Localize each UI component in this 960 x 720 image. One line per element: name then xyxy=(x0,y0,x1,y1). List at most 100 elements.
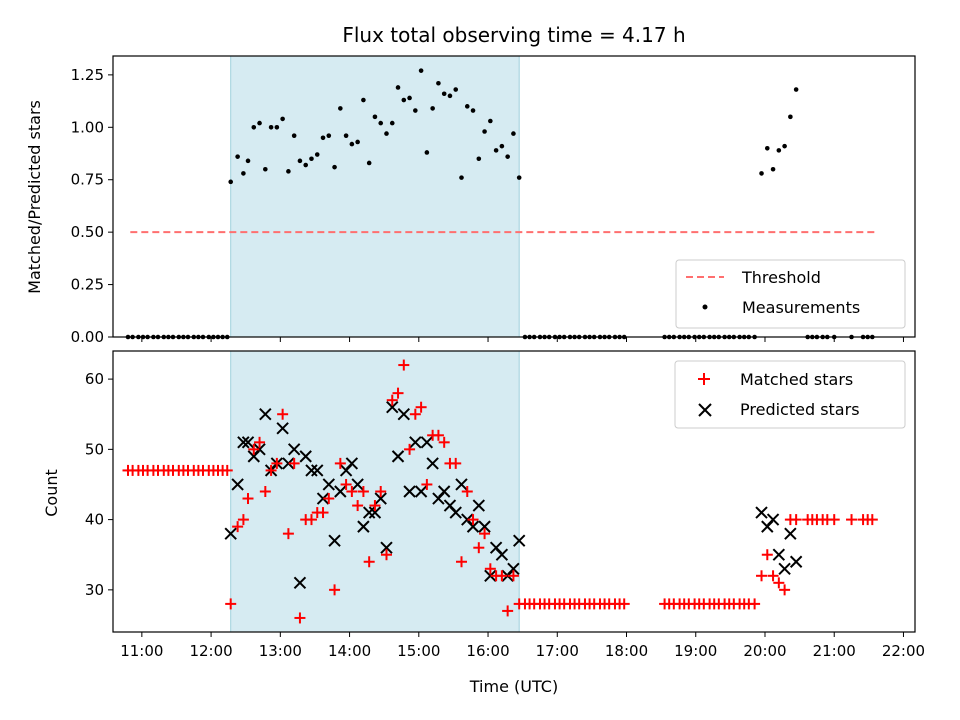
measurement-point xyxy=(366,160,372,166)
predicted-star-point xyxy=(253,443,266,456)
measurement-points xyxy=(125,68,875,340)
x-tick-label: 19:00 xyxy=(674,642,717,660)
top-panel: 0.00 0.25 0.50 0.75 1.00 1.25 Flux total obse… xyxy=(25,23,916,346)
matched-star-point xyxy=(294,612,306,624)
measurement-point xyxy=(274,124,280,130)
x-tick-label: 21:00 xyxy=(813,642,856,660)
matched-star-point xyxy=(329,584,341,596)
predicted-star-point xyxy=(772,548,786,561)
x-tick-label: 20:00 xyxy=(743,642,786,660)
predicted-star-point xyxy=(414,485,428,498)
measurement-point xyxy=(430,106,435,111)
measurement-point xyxy=(482,129,487,134)
bottom-y-tick-label: 60 xyxy=(85,370,104,388)
measurement-point xyxy=(241,171,246,176)
matched-star-point xyxy=(248,443,260,455)
measurement-point xyxy=(263,166,268,172)
matched-star-point xyxy=(404,443,416,455)
measurement-point xyxy=(338,106,343,111)
matched-star-point xyxy=(225,598,237,610)
predicted-star-point xyxy=(316,492,330,505)
measurement-point xyxy=(384,131,389,136)
measurement-point xyxy=(441,91,447,97)
measurement-point xyxy=(280,116,285,122)
matched-star-point xyxy=(496,570,508,582)
predicted-star-point xyxy=(351,478,364,491)
measurement-point xyxy=(372,114,378,120)
chart-title: Flux total observing time = 4.17 h xyxy=(342,23,685,47)
predicted-star-point xyxy=(282,457,295,470)
measurement-point xyxy=(349,141,355,147)
x-tick-label: 16:00 xyxy=(466,642,509,660)
measurement-point xyxy=(309,156,314,162)
predicted-star-point xyxy=(420,436,434,449)
predicted-star-point xyxy=(386,400,399,414)
top-y-tick-label: 1.25 xyxy=(71,66,104,84)
matched-star-point xyxy=(282,528,294,540)
predicted-star-point xyxy=(374,492,387,505)
measurement-point xyxy=(343,133,349,138)
predicted-star-point xyxy=(237,436,250,449)
matched-star-point xyxy=(767,570,779,582)
legend-threshold-label: Threshold xyxy=(741,268,821,287)
measurement-point xyxy=(436,80,441,86)
predicted-star-point xyxy=(328,534,341,547)
predicted-star-point xyxy=(287,443,301,456)
x-tick-label: 15:00 xyxy=(397,642,440,660)
bottom-y-ticks: 30 40 50 60 xyxy=(85,370,113,599)
measurement-point xyxy=(770,166,776,172)
measurement-point xyxy=(228,179,234,185)
top-axes-frame xyxy=(112,55,916,338)
matched-star-point xyxy=(502,605,514,617)
measurement-point xyxy=(793,87,799,92)
predicted-star-point xyxy=(380,541,393,554)
predicted-star-point xyxy=(778,562,791,575)
predicted-star-point xyxy=(507,562,520,575)
matched-star-point xyxy=(232,521,244,533)
bottom-y-tick-label: 50 xyxy=(85,440,104,458)
measurement-point xyxy=(297,158,303,164)
matched-star-point xyxy=(271,457,283,469)
x-tick-label: 12:00 xyxy=(189,642,232,660)
predicted-star-point xyxy=(322,478,335,491)
legend-matched-label: Matched stars xyxy=(740,370,853,389)
matched-star-point xyxy=(618,598,630,610)
matched-star-point xyxy=(749,598,761,610)
matched-star-point xyxy=(221,464,233,476)
matched-star-point xyxy=(846,514,858,526)
measurement-point xyxy=(286,169,291,174)
predicted-star-point xyxy=(478,520,491,533)
matched-star-point xyxy=(392,387,404,399)
matched-star-point xyxy=(438,436,450,448)
predicted-star-point xyxy=(362,506,376,519)
matched-star-point xyxy=(254,436,266,448)
matched-star-point xyxy=(484,563,496,575)
bottom-axes-frame xyxy=(112,350,916,633)
measurement-point xyxy=(245,158,251,164)
predicted-star-point xyxy=(241,436,255,449)
predicted-star-point xyxy=(311,464,324,477)
measurement-point xyxy=(424,150,430,155)
predicted-star-point xyxy=(409,436,422,449)
matched-star-point xyxy=(455,556,467,568)
matched-star-point xyxy=(242,493,254,505)
matched-star-point xyxy=(421,478,433,490)
matched-star-point xyxy=(323,493,335,505)
top-x-ticks xyxy=(141,337,904,342)
measurement-point xyxy=(257,120,262,126)
predicted-star-point xyxy=(766,513,780,526)
matched-star-point xyxy=(828,514,840,526)
measurement-point xyxy=(355,139,360,145)
matched-star-point xyxy=(346,486,358,497)
matched-star-point xyxy=(415,401,427,413)
matched-star-point xyxy=(317,507,329,519)
measurement-point xyxy=(413,108,418,113)
matched-star-point xyxy=(461,486,473,497)
matched-star-point xyxy=(432,429,444,441)
predicted-star-point xyxy=(293,576,307,590)
matched-star-point xyxy=(357,486,369,497)
matched-stars-points xyxy=(122,359,878,624)
bottom-y-tick-label: 40 xyxy=(85,511,104,529)
bottom-legend: Matched stars Predicted stars xyxy=(674,360,906,429)
measurement-point xyxy=(303,162,309,168)
